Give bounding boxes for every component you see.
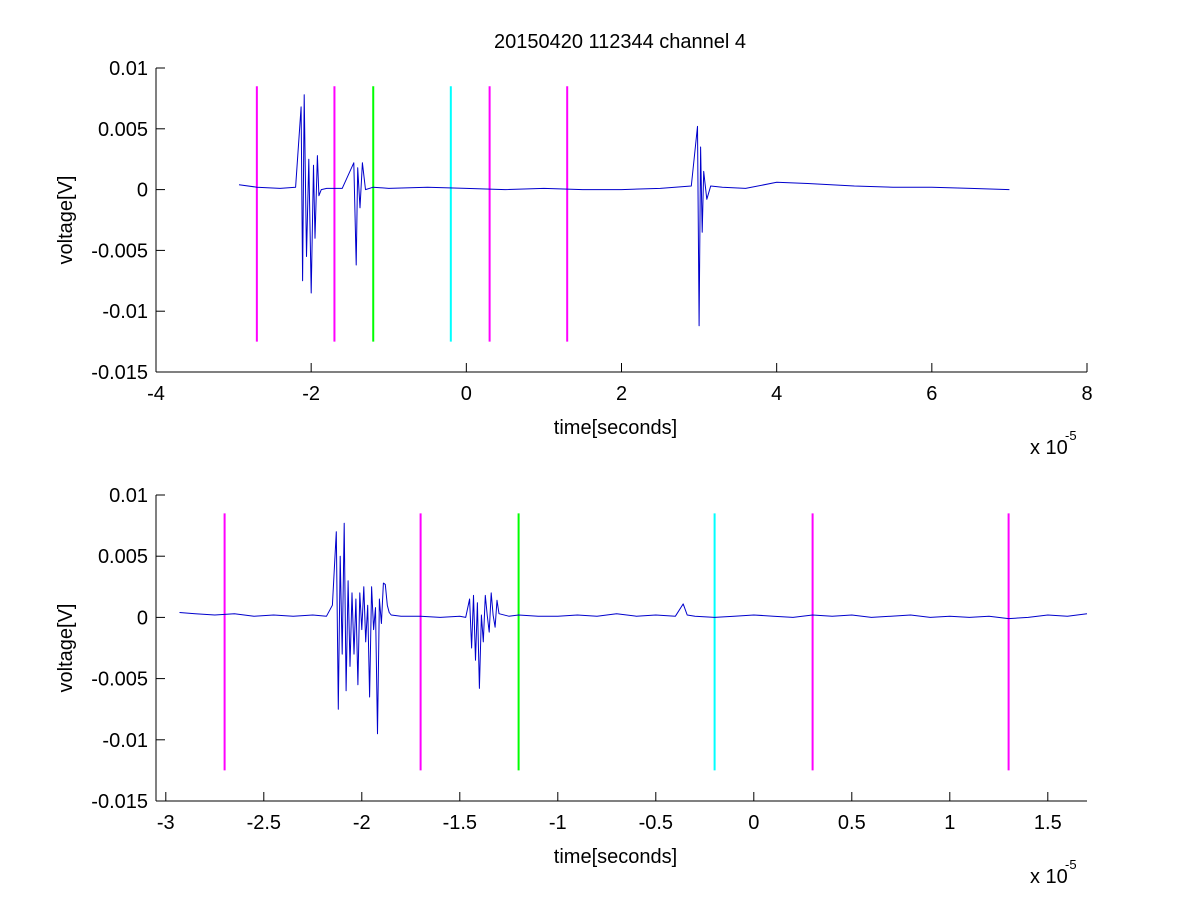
y-axis-label: voltage[V] [55,604,77,693]
x-tick-label: -1.5 [443,812,477,834]
x-tick-label: 1 [944,812,955,834]
x-tick-label: -3 [157,812,175,834]
x-exponent-base: x 10 [1030,866,1068,888]
x-exponent-power: -5 [1065,857,1077,872]
x-tick-label: 8 [1081,383,1092,405]
y-tick-label: -0.015 [91,791,148,813]
x-tick-label: 0.5 [838,812,866,834]
x-tick-label: 2 [616,383,627,405]
y-tick-label: 0.005 [98,546,148,568]
x-tick-label: 6 [926,383,937,405]
figure-title: 20150420 112344 channel 4 [494,31,746,53]
y-tick-label: -0.005 [91,240,148,262]
y-tick-label: -0.01 [102,730,148,752]
y-tick-label: 0 [137,180,148,202]
top-plot: 0.01 0.005 0 -0.005 -0.01 -0.015-4 -2 0 2 4 6 8 time… [55,58,1093,459]
y-tick-label: 0 [137,607,148,629]
bottom-plot: 0.01 0.005 0 -0.005 -0.01 -0.015 -3 -2.5 -2 -1.5 -… [55,485,1088,888]
x-tick-label: -4 [147,383,165,405]
y-tick-label: -0.01 [102,301,148,323]
x-tick-label: 4 [771,383,782,405]
y-tick-label: -0.015 [91,362,148,384]
x-exponent-power: -5 [1065,428,1077,443]
x-tick-label: -2.5 [247,812,281,834]
x-tick-label: 0 [748,812,759,834]
y-tick-label: 0.01 [109,58,148,80]
y-tick-label: -0.005 [91,669,148,691]
voltage-series-line [179,522,1088,735]
y-axis-label: voltage[V] [55,176,77,265]
x-tick-label: -1 [549,812,567,834]
x-tick-label: -2 [353,812,371,834]
x-tick-label: 0 [461,383,472,405]
y-tick-label: 0.005 [98,119,148,141]
x-tick-label: 1.5 [1034,812,1062,834]
x-exponent-base: x 10 [1030,437,1068,459]
y-tick-label: 0.01 [109,485,148,507]
x-axis-label: time[seconds] [554,417,677,439]
x-tick-label: -0.5 [639,812,673,834]
x-tick-label: -2 [302,383,320,405]
x-axis-label: time[seconds] [554,846,677,868]
voltage-series-line [238,94,1010,327]
